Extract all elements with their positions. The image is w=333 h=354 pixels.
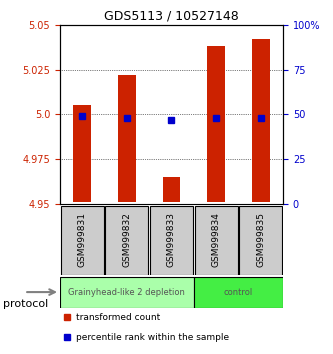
Text: transformed count: transformed count (76, 313, 160, 322)
FancyBboxPatch shape (239, 206, 282, 275)
FancyBboxPatch shape (60, 277, 194, 308)
Text: GSM999832: GSM999832 (122, 212, 132, 267)
FancyBboxPatch shape (195, 206, 237, 275)
FancyBboxPatch shape (150, 206, 193, 275)
Text: percentile rank within the sample: percentile rank within the sample (76, 332, 229, 342)
FancyBboxPatch shape (61, 206, 104, 275)
Text: control: control (224, 287, 253, 297)
Bar (252, 39, 270, 202)
Text: Grainyhead-like 2 depletion: Grainyhead-like 2 depletion (69, 287, 185, 297)
Text: GSM999835: GSM999835 (256, 212, 265, 267)
FancyBboxPatch shape (106, 206, 148, 275)
Text: GSM999834: GSM999834 (211, 212, 221, 267)
Bar (207, 46, 225, 202)
Bar (118, 75, 136, 202)
Bar (163, 177, 180, 202)
Title: GDS5113 / 10527148: GDS5113 / 10527148 (104, 9, 239, 22)
Text: GSM999831: GSM999831 (78, 212, 87, 267)
Text: GSM999833: GSM999833 (167, 212, 176, 267)
Bar (73, 105, 91, 202)
Text: protocol: protocol (3, 299, 49, 309)
FancyBboxPatch shape (194, 277, 283, 308)
